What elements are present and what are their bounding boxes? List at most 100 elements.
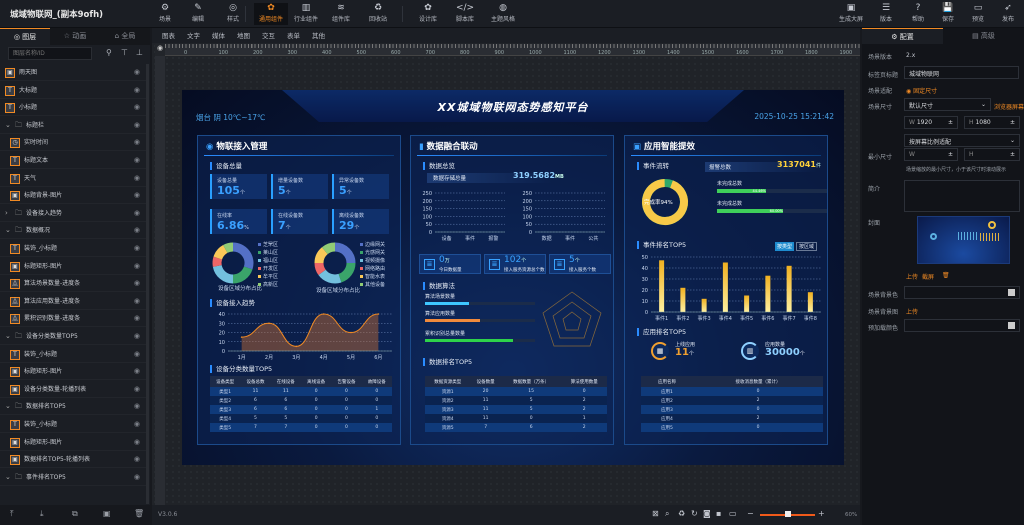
- tab-animation[interactable]: ☆ 动画: [50, 28, 100, 45]
- bg-color-input[interactable]: [904, 286, 1020, 299]
- layer-item[interactable]: ⌄ 🗀 设备分类数量TOP5 ◉: [0, 328, 146, 345]
- eye-icon[interactable]: ◉: [133, 208, 140, 217]
- eye-icon[interactable]: ◉: [133, 332, 140, 340]
- layer-item[interactable]: ⌄ 🗀 数据排名TOP5 ◉: [0, 398, 146, 416]
- eye-icon[interactable]: ◉: [133, 103, 140, 112]
- bg-image-upload[interactable]: 上传: [906, 309, 919, 316]
- table-row[interactable]: 资源2 11 5 2: [425, 396, 607, 405]
- camera-icon[interactable]: ◙: [703, 509, 711, 518]
- layer-item[interactable]: ⏅ 算法应用数量-进度条 ◉: [0, 293, 146, 310]
- layer-item[interactable]: T 标题文本 ◉: [0, 152, 146, 169]
- copy-icon[interactable]: ⧉: [72, 509, 78, 518]
- toolbar-design-button[interactable]: ✿ 设计库: [411, 3, 445, 25]
- layer-item[interactable]: ▣ 数据排名TOP5-轮播列表 ◉: [0, 451, 146, 469]
- table-row[interactable]: 应用2 2: [641, 396, 823, 405]
- eye-icon[interactable]: ◉: [133, 226, 140, 235]
- recycle-icon[interactable]: ♻: [678, 509, 686, 518]
- table-row[interactable]: 应用1 0: [641, 387, 823, 396]
- eye-icon[interactable]: ◉: [133, 138, 140, 147]
- min-height-input[interactable]: H ±: [964, 148, 1020, 161]
- component-tab[interactable]: 文字: [187, 32, 200, 40]
- toolbar-edit-button[interactable]: ✎ 编辑: [181, 3, 215, 25]
- chevron-down-icon[interactable]: ⌄: [5, 472, 11, 481]
- eye-icon[interactable]: ◉: [133, 244, 140, 252]
- chevron-down-icon[interactable]: ⌄: [5, 402, 11, 411]
- align-bottom-icon[interactable]: ⊥: [136, 48, 143, 57]
- table-row[interactable]: 资源4 11 0 1: [425, 414, 607, 423]
- toolbar-recycle-button[interactable]: ♻ 回收站: [361, 3, 395, 25]
- dashboard-preview[interactable]: XX城域物联网态势感知平台 烟台 阴 10℃~17℃ 2025-10-25 15…: [182, 90, 844, 465]
- image-icon[interactable]: ▭: [729, 509, 737, 518]
- table-row[interactable]: 类型4 5 5 0 0 0: [210, 414, 392, 423]
- component-tab[interactable]: 图表: [162, 32, 175, 40]
- zoom-in-icon[interactable]: +: [818, 509, 825, 518]
- save-icon[interactable]: ▪: [716, 509, 722, 518]
- eye-icon[interactable]: ◉: [133, 261, 140, 270]
- layer-item[interactable]: ▣ 设备分类数量-轮播列表 ◉: [0, 381, 146, 398]
- eye-icon[interactable]: ◉: [133, 455, 140, 464]
- height-input[interactable]: H 1080 ±: [964, 116, 1020, 129]
- size-select[interactable]: 默认尺寸 ⌄: [904, 98, 991, 111]
- toolbar-scene-button[interactable]: ⚙ 场景: [148, 3, 182, 25]
- tab-by-type[interactable]: 按类型: [775, 242, 795, 251]
- toolbar-help-button[interactable]: ? 帮助: [901, 3, 935, 25]
- delete-icon[interactable]: 🗑: [942, 272, 950, 279]
- eye-icon[interactable]: ◉: [133, 349, 140, 358]
- group-icon[interactable]: ▣: [103, 509, 111, 518]
- layer-item[interactable]: T 天气 ◉: [0, 170, 146, 187]
- color-swatch-icon[interactable]: [1008, 322, 1015, 329]
- toolbar-save-button[interactable]: 💾 保存: [931, 3, 965, 25]
- eye-icon[interactable]: ◉: [133, 85, 140, 94]
- table-row[interactable]: 应用5 0: [641, 423, 823, 432]
- history-icon[interactable]: ↻: [691, 509, 698, 518]
- eye-icon[interactable]: ◉: [133, 120, 140, 129]
- layer-item[interactable]: ◷ 实时时间 ◉: [0, 134, 146, 152]
- layer-item[interactable]: T 装饰_小标题 ◉: [0, 240, 146, 257]
- table-row[interactable]: 应用3 0: [641, 405, 823, 414]
- stepper-icon[interactable]: ±: [1009, 119, 1015, 126]
- width-input[interactable]: W 1920 ±: [904, 116, 958, 129]
- color-swatch-icon[interactable]: [1008, 289, 1015, 296]
- toolbar-script-button[interactable]: </> 脚本库: [448, 3, 482, 25]
- lock-icon[interactable]: ⚲: [106, 48, 112, 57]
- layer-search-input[interactable]: [8, 47, 92, 60]
- eye-icon[interactable]: ◉: [133, 173, 140, 182]
- min-width-input[interactable]: W ±: [904, 148, 958, 161]
- table-row[interactable]: 应用4 2: [641, 414, 823, 423]
- fit-radio[interactable]: ◉ 固定尺寸: [906, 86, 937, 95]
- tab-config[interactable]: ⚙ 配置: [862, 28, 943, 44]
- table-row[interactable]: 资源1 20 15 0: [425, 387, 607, 396]
- tab-layers[interactable]: ◎ 图层: [0, 28, 50, 45]
- component-tab[interactable]: 媒体: [212, 32, 225, 40]
- zoom-out-icon[interactable]: −: [747, 509, 754, 518]
- eye-icon[interactable]: ◉: [133, 296, 140, 305]
- toolbar-theme-button[interactable]: ◍ 主题风格: [486, 3, 520, 25]
- cover-upload[interactable]: 上传: [906, 274, 919, 281]
- browser-screen-link[interactable]: 浏览器屏幕: [994, 104, 1024, 111]
- tab-title-input[interactable]: 城域物联网: [904, 66, 1019, 79]
- layer-item[interactable]: T 装饰_小标题 ◉: [0, 416, 146, 433]
- layer-scrollbar[interactable]: [146, 64, 149, 504]
- layer-item[interactable]: ⌄ 🗀 数据概况 ◉: [0, 222, 146, 240]
- layer-item[interactable]: › 🗀 设备接入趋势 ◉: [0, 205, 146, 222]
- toolbar-component-button[interactable]: ✿ 通用组件: [254, 3, 288, 25]
- move-bottom-icon[interactable]: ⤓: [40, 509, 44, 518]
- toolbar-industry-button[interactable]: ▥ 行业组件: [289, 3, 323, 25]
- eye-icon[interactable]: ◉: [133, 384, 140, 393]
- eye-icon[interactable]: ◉: [133, 314, 140, 323]
- component-tab[interactable]: 表单: [287, 32, 300, 40]
- fit-screen-icon[interactable]: ⊠: [652, 509, 659, 518]
- chevron-down-icon[interactable]: ⌄: [5, 332, 11, 340]
- layer-item[interactable]: ⏅ 累积识别数量-进度条 ◉: [0, 310, 146, 328]
- tab-advanced[interactable]: ▤ 高级: [943, 28, 1024, 44]
- layer-item[interactable]: T 大标题 ◉: [0, 82, 146, 99]
- chevron-right-icon[interactable]: ›: [5, 208, 8, 217]
- tab-global[interactable]: ⌂ 全局: [100, 28, 150, 45]
- component-tab[interactable]: 地图: [237, 32, 250, 40]
- table-row[interactable]: 类型5 7 7 0 0 0: [210, 423, 392, 432]
- delete-icon[interactable]: 🗑: [134, 509, 145, 518]
- stepper-icon[interactable]: ±: [947, 119, 953, 126]
- scale-mode-select[interactable]: 按屏幕比例适配 ⌄: [904, 134, 1020, 147]
- tab-by-region[interactable]: 按区域: [796, 242, 818, 251]
- chevron-down-icon[interactable]: ⌄: [5, 120, 11, 129]
